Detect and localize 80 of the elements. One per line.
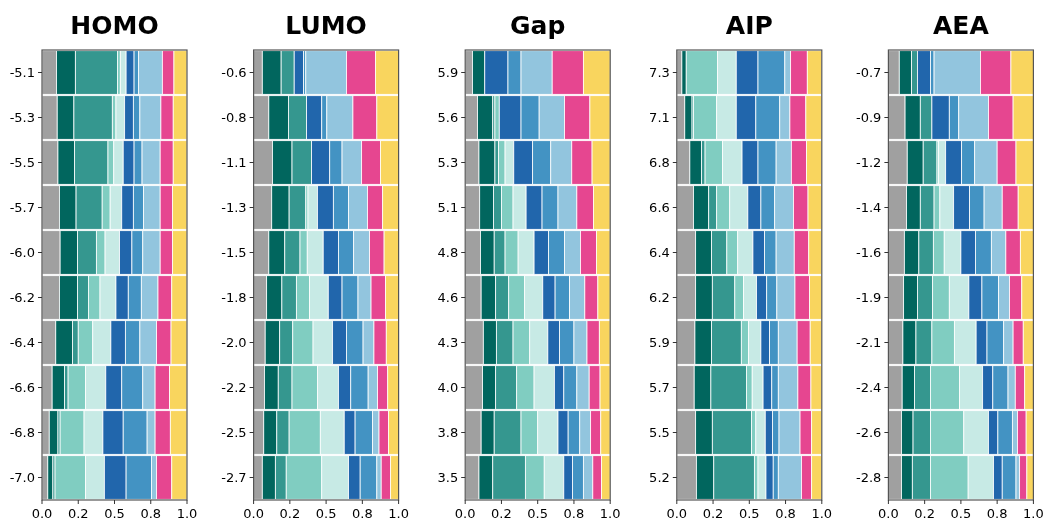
y-tick-label: 5.9 <box>437 65 459 81</box>
y-tick-label: -1.2 <box>856 155 882 171</box>
x-tick-label: 0.2 <box>67 506 89 521</box>
y-tick-label: -0.7 <box>856 65 882 81</box>
x-tick-label: 0.0 <box>31 506 53 521</box>
y-tick-label: -6.0 <box>9 245 35 261</box>
y-tick-label: 4.8 <box>437 245 459 261</box>
y-tick-label: -1.9 <box>856 290 882 306</box>
y-tick-label: -5.1 <box>9 65 35 81</box>
y-tick-label: -2.2 <box>221 380 247 396</box>
y-tick-label: 5.1 <box>437 200 459 216</box>
y-tick-label: -2.8 <box>856 470 882 486</box>
y-tick-label: -0.6 <box>221 65 247 81</box>
y-tick-label: 5.3 <box>437 155 459 171</box>
x-tick-label: 0.5 <box>950 506 972 521</box>
y-tick-label: -1.3 <box>221 200 247 216</box>
chart-title: HOMO <box>70 11 159 40</box>
x-tick-label: 1.0 <box>1023 506 1044 521</box>
y-tick-label: -6.2 <box>9 290 35 306</box>
x-tick-label: 0.8 <box>140 506 162 521</box>
y-tick-label: -1.6 <box>856 245 882 261</box>
y-tick-label: -2.6 <box>856 425 882 441</box>
y-tick-label: -1.1 <box>221 155 247 171</box>
x-tick-label: 1.0 <box>599 506 621 521</box>
y-tick-label: 7.1 <box>649 110 670 126</box>
x-tick-label: 1.0 <box>811 506 833 521</box>
y-tick-label: -7.0 <box>9 470 35 486</box>
x-tick-label: 0.8 <box>986 506 1008 521</box>
y-tick-label: -5.3 <box>9 110 35 126</box>
y-tick-label: 5.9 <box>649 335 670 351</box>
y-tick-label: -6.8 <box>9 425 35 441</box>
y-tick-label: 5.7 <box>649 380 670 396</box>
y-tick-label: -6.6 <box>9 380 35 396</box>
chart-title: AIP <box>725 11 773 40</box>
x-tick-label: 0.0 <box>243 506 264 521</box>
x-tick-label: 0.2 <box>702 506 724 521</box>
y-tick-label: 5.5 <box>649 425 670 441</box>
x-tick-label: 0.8 <box>563 506 585 521</box>
y-tick-label: -6.4 <box>9 335 35 351</box>
x-tick-label: 1.0 <box>388 506 409 521</box>
y-tick-label: 6.6 <box>649 200 670 216</box>
x-tick-label: 0.2 <box>279 506 301 521</box>
y-tick-label: -1.5 <box>221 245 247 261</box>
y-tick-label: 5.6 <box>437 110 459 126</box>
x-tick-label: 0.0 <box>666 506 688 521</box>
y-tick-label: -5.5 <box>9 155 35 171</box>
y-tick-label: 4.0 <box>437 380 459 396</box>
x-tick-label: 0.8 <box>775 506 796 521</box>
y-tick-label: 5.2 <box>649 470 670 486</box>
chart-title: Gap <box>510 11 566 40</box>
y-tick-label: 6.4 <box>649 245 670 261</box>
y-tick-label: 7.3 <box>649 65 670 81</box>
y-tick-label: -1.4 <box>856 200 882 216</box>
x-tick-label: 1.0 <box>176 506 198 521</box>
y-tick-label: -2.0 <box>221 335 247 351</box>
y-tick-label: 6.8 <box>649 155 670 171</box>
x-tick-label: 0.2 <box>914 506 935 521</box>
x-tick-label: 0.2 <box>491 506 512 521</box>
chart-title: LUMO <box>285 11 367 40</box>
x-tick-label: 0.5 <box>315 506 337 521</box>
x-tick-label: 0.8 <box>352 506 373 521</box>
y-tick-label: 3.5 <box>437 470 459 486</box>
y-tick-label: -1.8 <box>221 290 247 306</box>
y-tick-label: 4.3 <box>437 335 459 351</box>
y-tick-label: 6.2 <box>649 290 670 306</box>
x-tick-label: 0.0 <box>878 506 899 521</box>
y-tick-label: -2.4 <box>856 380 882 396</box>
y-tick-label: -2.7 <box>221 470 247 486</box>
x-tick-label: 0.5 <box>104 506 125 521</box>
x-tick-label: 0.5 <box>527 506 549 521</box>
y-tick-label: -5.7 <box>9 200 35 216</box>
x-tick-label: 0.0 <box>454 506 476 521</box>
y-tick-label: -2.1 <box>856 335 882 351</box>
y-tick-label: -0.9 <box>856 110 882 126</box>
x-tick-label: 0.5 <box>738 506 760 521</box>
y-tick-label: -2.5 <box>221 425 247 441</box>
y-tick-label: 4.6 <box>437 290 459 306</box>
y-tick-label: -0.8 <box>221 110 247 126</box>
chart-title: AEA <box>933 11 990 40</box>
y-tick-label: 3.8 <box>437 425 459 441</box>
